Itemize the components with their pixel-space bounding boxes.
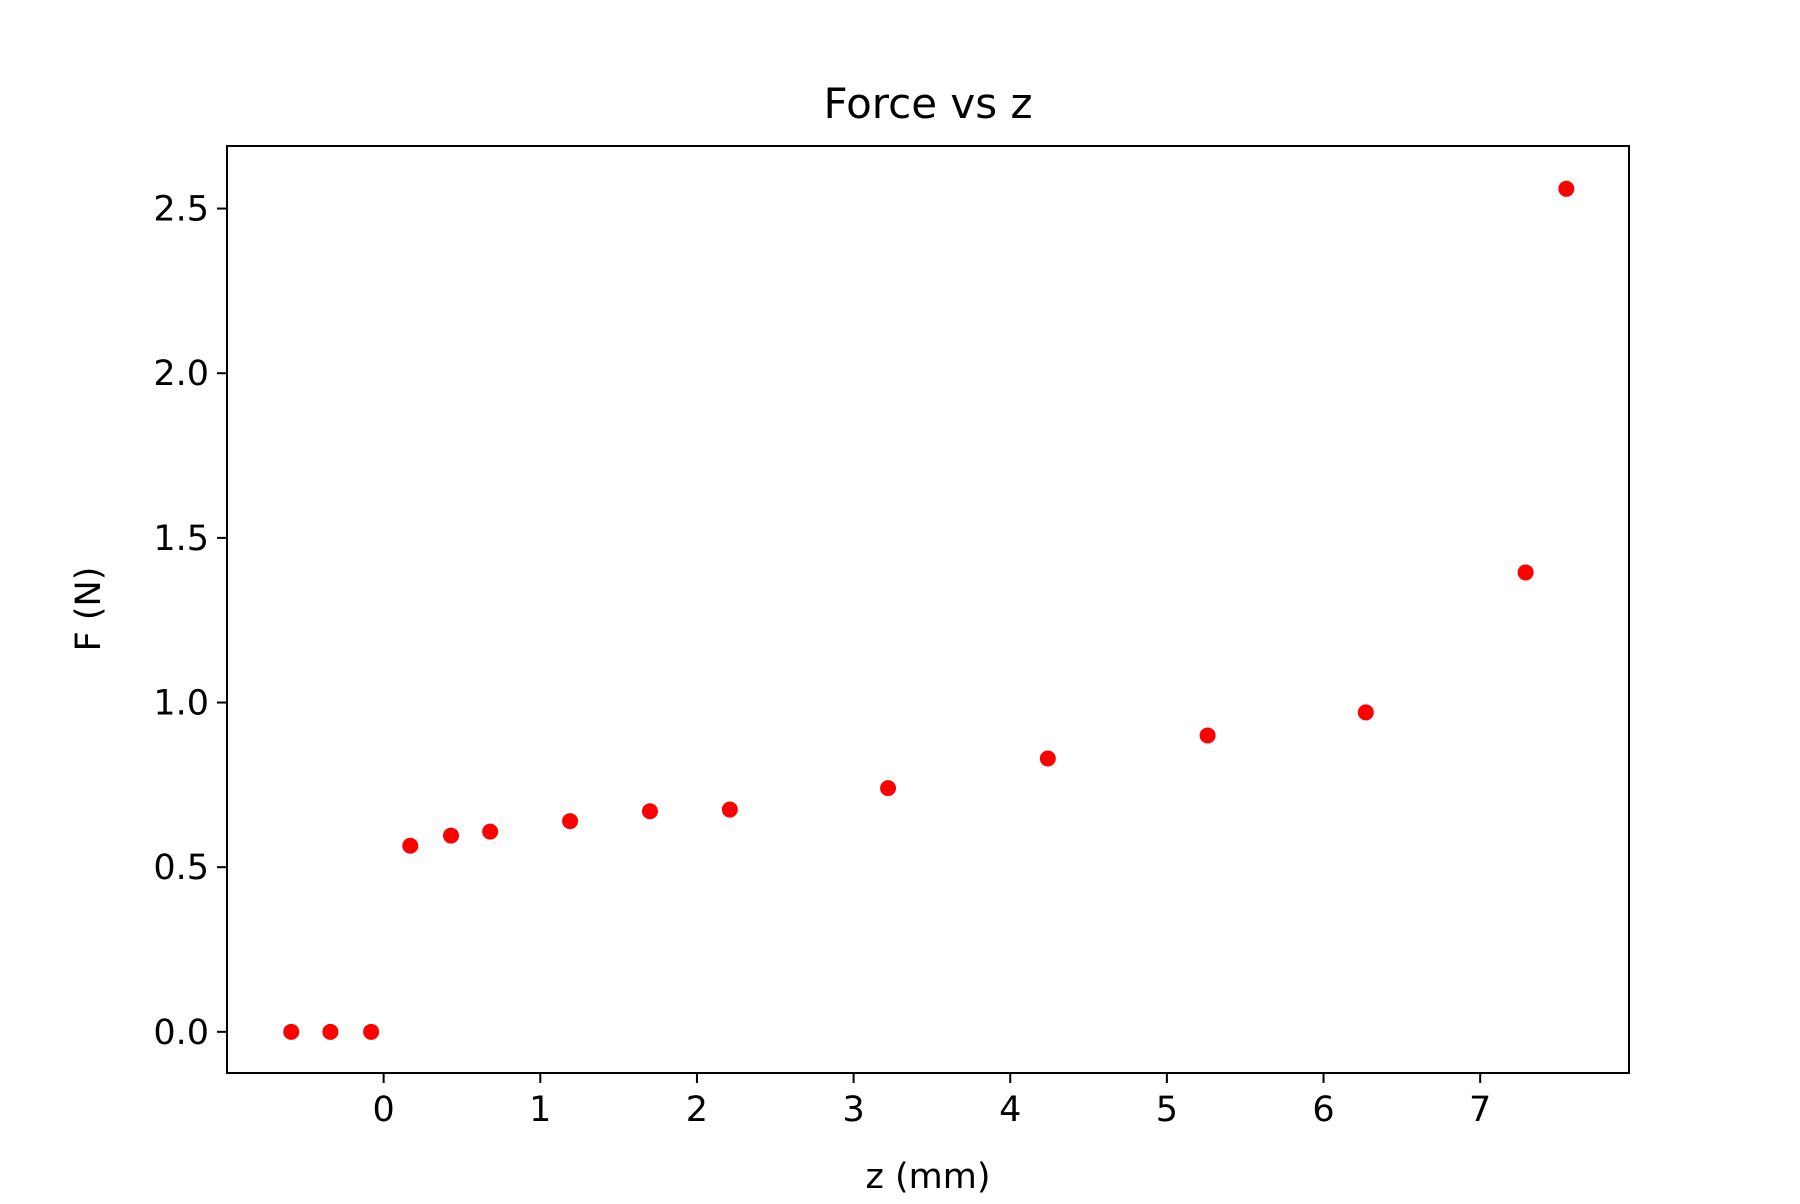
data-point xyxy=(721,801,738,818)
data-point xyxy=(363,1023,380,1040)
data-point xyxy=(562,813,579,830)
y-tick-label: 2.5 xyxy=(153,190,209,230)
data-point xyxy=(443,827,460,844)
data-point xyxy=(1558,180,1575,197)
y-axis-label-group: F (N) xyxy=(69,567,109,652)
x-tick-label: 4 xyxy=(999,1090,1021,1130)
data-point xyxy=(880,780,897,797)
x-tick-label: 7 xyxy=(1469,1090,1491,1130)
data-point xyxy=(641,803,658,820)
y-tick-label: 0.0 xyxy=(153,1013,209,1053)
x-tick-label: 3 xyxy=(842,1090,864,1130)
data-point xyxy=(1199,727,1216,744)
x-tick-label: 6 xyxy=(1312,1090,1334,1130)
x-tick-label: 0 xyxy=(373,1090,395,1130)
y-ticks: 0.0 0.5 1.0 1.5 2.0 2.5 xyxy=(153,190,227,1053)
y-axis-label: F (N) xyxy=(69,567,109,652)
plot-area-frame xyxy=(226,145,1630,1074)
data-point xyxy=(1039,750,1056,767)
chart-title: Force vs z xyxy=(823,79,1032,128)
data-points xyxy=(283,180,1575,1040)
data-point xyxy=(482,823,499,840)
y-tick-label: 0.5 xyxy=(153,848,209,888)
data-point xyxy=(1357,704,1374,721)
x-tick-label: 5 xyxy=(1156,1090,1178,1130)
x-tick-label: 2 xyxy=(686,1090,708,1130)
data-point xyxy=(1517,564,1534,581)
x-tick-label: 1 xyxy=(529,1090,551,1130)
data-point xyxy=(283,1023,300,1040)
x-ticks: 0 1 2 3 4 5 6 7 xyxy=(373,1073,1491,1130)
y-tick-label: 1.5 xyxy=(153,519,209,559)
y-tick-label: 1.0 xyxy=(153,684,209,724)
data-point xyxy=(402,837,419,854)
x-axis-label: z (mm) xyxy=(866,1157,991,1197)
y-tick-label: 2.0 xyxy=(153,354,209,394)
data-point xyxy=(322,1023,339,1040)
